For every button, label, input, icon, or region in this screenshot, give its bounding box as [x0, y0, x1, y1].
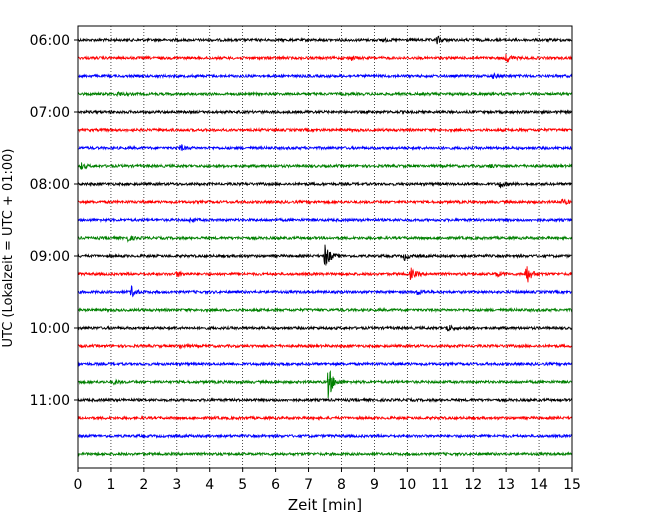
trace-line [78, 309, 572, 312]
trace-line [78, 111, 572, 114]
trace-line [78, 435, 572, 438]
y-axis-ticks: 06:00 07:00 08:00 09:00 10:00 11:00 [30, 33, 78, 409]
trace-line [78, 199, 572, 204]
trace-line [78, 182, 572, 188]
trace-line [78, 73, 572, 78]
x-axis-ticks: 0 1 2 3 4 5 6 7 8 9 10 11 12 13 14 15 [74, 468, 581, 493]
seismic-traces [78, 36, 572, 455]
trace-line [78, 399, 572, 402]
x-tick-label: 4 [205, 477, 214, 493]
x-tick-label: 9 [370, 477, 379, 493]
trace-line [78, 266, 572, 282]
trace-line [78, 54, 572, 62]
y-tick-label: 07:00 [30, 105, 70, 121]
trace-line [78, 218, 572, 222]
trace-line [78, 129, 572, 132]
x-tick-label: 0 [74, 477, 83, 493]
trace-line [78, 145, 572, 151]
x-tick-label: 12 [464, 477, 482, 493]
x-tick-label: 1 [106, 477, 115, 493]
trace-line [78, 453, 572, 456]
x-tick-label: 6 [271, 477, 280, 493]
trace-line [78, 362, 572, 365]
trace-line [78, 286, 572, 296]
x-tick-label: 5 [238, 477, 247, 493]
trace-line [78, 345, 572, 349]
trace-line [78, 417, 572, 420]
trace-line [78, 236, 572, 241]
trace-line [78, 372, 572, 399]
x-tick-label: 2 [139, 477, 148, 493]
y-tick-label: 06:00 [30, 33, 70, 49]
x-tick-label: 11 [431, 477, 449, 493]
trace-line [78, 92, 572, 96]
x-tick-label: 10 [398, 477, 416, 493]
trace-line [78, 162, 572, 169]
x-tick-label: 8 [337, 477, 346, 493]
y-tick-label: 11:00 [30, 393, 70, 409]
y-tick-label: 08:00 [30, 177, 70, 193]
y-tick-label: 09:00 [30, 249, 70, 265]
trace-line [78, 245, 572, 266]
trace-line [78, 36, 572, 44]
x-tick-label: 3 [172, 477, 181, 493]
x-axis-label: Zeit [min] [288, 496, 362, 514]
x-tick-label: 15 [563, 477, 581, 493]
y-tick-label: 10:00 [30, 321, 70, 337]
trace-line [78, 325, 572, 331]
x-tick-label: 13 [497, 477, 515, 493]
x-tick-label: 7 [304, 477, 313, 493]
y-axis-label: UTC (Lokalzeit = UTC + 01:00) [1, 149, 16, 348]
x-tick-label: 14 [530, 477, 548, 493]
